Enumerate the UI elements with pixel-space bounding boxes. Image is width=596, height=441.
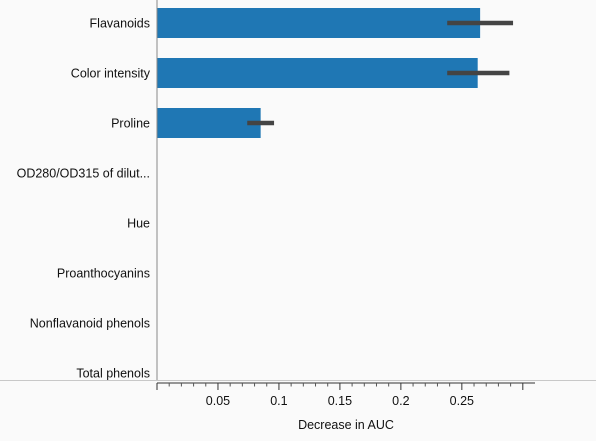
category-label-hue: Hue [127,217,150,231]
category-label-proline: Proline [111,117,150,131]
x-tick-label: 0.15 [328,394,352,408]
category-labels: Flavanoids Color intensity Proline OD280/OD… [17,17,151,381]
category-label-total-phenols: Total phenols [76,367,150,381]
bars-layer [157,8,514,138]
x-axis: 0.05 0.1 0.15 0.2 0.25 [156,382,535,408]
x-tick-label: 0.05 [206,394,230,408]
x-tick-label: 0.25 [450,394,474,408]
category-label-color-intensity: Color intensity [71,67,151,81]
category-label-nonflavanoid-phenols: Nonflavanoid phenols [30,317,150,331]
bar-proline [157,108,261,138]
x-tick-label: 0.2 [392,394,409,408]
category-label-flavanoids: Flavanoids [90,17,150,31]
category-label-od280-od315-of-dilut: OD280/OD315 of dilut... [17,167,150,181]
x-axis-title: Decrease in AUC [298,418,394,432]
x-axis-panel [0,380,596,441]
x-tick-label: 0.1 [270,394,287,408]
category-label-proanthocyanins: Proanthocyanins [57,267,150,281]
bar-color-intensity [157,58,478,88]
bar-flavanoids [157,8,481,38]
